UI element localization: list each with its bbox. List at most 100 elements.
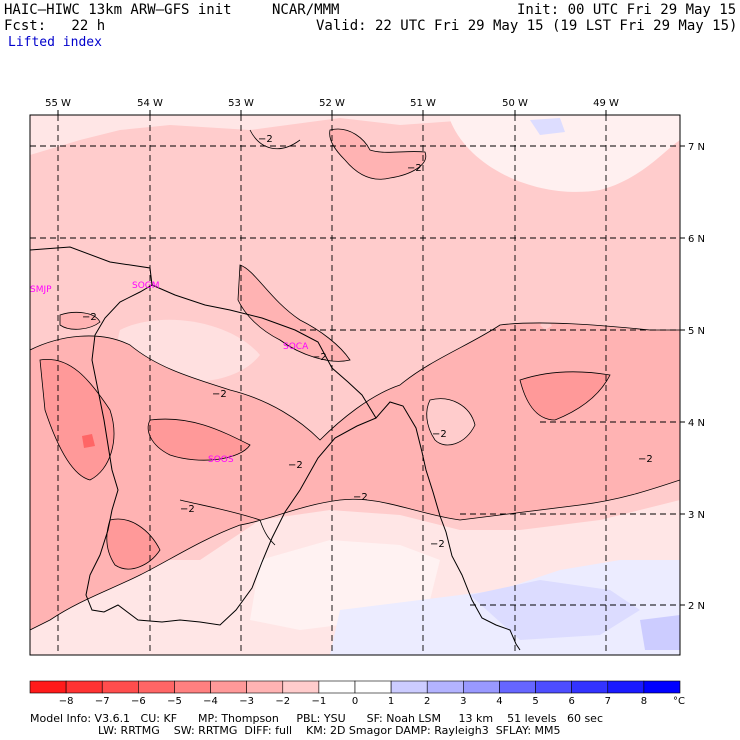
colorbar-swatch [138, 680, 175, 694]
colorbar-label: 0 [352, 696, 358, 707]
colorbar-swatch [210, 680, 247, 694]
graticule [30, 115, 680, 655]
country-border-suriname [30, 246, 377, 626]
li-region-minus3-east [520, 371, 610, 420]
contour-label: −2 [82, 312, 97, 323]
colorbar-swatch [643, 680, 681, 694]
station-labels: SMJP SOGM SOCA SOOS [30, 281, 309, 465]
colorbar-label: 2 [424, 696, 430, 707]
contour-minus3-central [147, 418, 251, 461]
colorbar-labels: −8 −7 −6 −5 −4 −3 −2 −1 0 1 2 3 4 5 6 7 8 [59, 696, 647, 707]
station-label: SOOS [208, 455, 234, 465]
colorbar-label: −8 [59, 696, 74, 707]
contour-label: −2 [638, 454, 653, 465]
station-label: SMJP [30, 285, 52, 295]
shaded-field [30, 115, 680, 655]
colorbar-label: 6 [568, 696, 574, 707]
country-border-french-guiana [151, 284, 521, 651]
colorbar-swatch [29, 680, 67, 694]
lon-label: 52 W [319, 98, 345, 109]
li-region-hole-small [540, 322, 552, 330]
contour-minus2-sw-lobe [179, 499, 276, 546]
lon-label: 50 W [502, 98, 528, 109]
lon-label: 49 W [593, 98, 619, 109]
contour-hole-east [426, 398, 476, 446]
li-region-minus2-west-small [60, 312, 100, 330]
lat-label: 3 N [688, 510, 705, 521]
colorbar-label: −6 [131, 696, 146, 707]
contour-label: −2 [288, 460, 303, 471]
colorbar-label: −5 [167, 696, 182, 707]
colorbar-swatch [535, 680, 572, 694]
colorbar-swatch [354, 680, 392, 694]
colorbar-label: −1 [312, 696, 327, 707]
li-region-positive-edge [640, 615, 680, 650]
contour-label: −2 [432, 429, 447, 440]
li-region-hole-east [426, 398, 475, 445]
lon-label: 53 W [228, 98, 254, 109]
valid-time: Valid: 22 UTC Fri 29 May 15 (19 LST Fri … [316, 18, 738, 34]
colorbar: −8 −7 −6 −5 −4 −3 −2 −1 0 1 2 3 4 5 6 7 8 °C [29, 680, 685, 707]
li-region-minus3-west [40, 359, 114, 480]
colorbar-swatch [246, 680, 284, 694]
colorbar-swatch [174, 680, 211, 694]
colorbar-swatch [101, 680, 139, 694]
colorbar-label: 3 [460, 696, 466, 707]
longitude-labels: 55 W 54 W 53 W 52 W 51 W 50 W 49 W [45, 98, 619, 109]
colorbar-swatches [29, 680, 681, 694]
li-region-minus2-band [30, 322, 680, 630]
contour-minus2-north [329, 128, 427, 180]
colorbar-label: 1 [388, 696, 394, 707]
li-region-positive-north [530, 118, 565, 135]
lon-label: 54 W [137, 98, 163, 109]
li-region-positive-core [470, 580, 640, 640]
station-label: SOGM [132, 281, 160, 291]
colorbar-label: −4 [203, 696, 218, 707]
map-frame [29, 114, 681, 656]
contour-minus2-west-small [59, 311, 101, 330]
colorbar-label: −7 [95, 696, 110, 707]
model-info-line-1: Model Info: V3.6.1 CU: KF MP: Thompson P… [30, 712, 603, 725]
colorbar-swatch [571, 680, 609, 694]
li-region-minus3-central [148, 419, 250, 461]
li-region-light-north [30, 115, 680, 155]
contour-label: −2 [312, 352, 327, 363]
field-name: Lifted index [8, 35, 102, 50]
contour-minus3-east [519, 371, 611, 421]
init-time: Init: 00 UTC Fri 29 May 15 [517, 2, 737, 18]
center-label: NCAR/MMM [272, 2, 340, 18]
li-region-minus2-north [329, 129, 426, 180]
colorbar-swatch [390, 680, 428, 694]
colorbar-label: 4 [496, 696, 502, 707]
contour-label: −2 [407, 163, 422, 174]
colorbar-label: −2 [275, 696, 290, 707]
li-region-minus3-sw [106, 519, 160, 570]
colorbar-label: 5 [532, 696, 538, 707]
contour-minus3-sw [106, 518, 161, 570]
li-region-light-ne [450, 115, 680, 192]
boundaries [30, 246, 521, 651]
colorbar-swatch [282, 680, 320, 694]
model-title: HAIC–HIWC 13km ARW–GFS init [4, 2, 232, 18]
colorbar-swatch [499, 680, 536, 694]
latitude-labels: 7 N 6 N 5 N 4 N 3 N 2 N [688, 142, 705, 612]
lat-label: 2 N [688, 601, 705, 612]
contour-minus2-ridge [237, 264, 351, 362]
station-label: SOCA [283, 342, 309, 352]
lon-label: 51 W [410, 98, 436, 109]
tick-marks [57, 110, 685, 606]
lon-label: 55 W [45, 98, 71, 109]
forecast-hour: Fcst: 22 h [4, 18, 106, 34]
colorbar-swatch [463, 680, 500, 694]
contour-label: −2 [212, 389, 227, 400]
contour-minus2-north-edge [30, 322, 680, 441]
lat-label: 6 N [688, 234, 705, 245]
model-info-line-2: LW: RRTMG SW: RRTMG DIFF: full KM: 2D Sm… [98, 724, 561, 737]
colorbar-unit: °C [673, 696, 685, 707]
colorbar-swatch [426, 680, 464, 694]
contour-value-labels: −2 −2 −2 −2 −2 −2 −2 −2 −2 −2 −2 [82, 134, 653, 550]
contours [30, 128, 680, 631]
contour-label: −2 [180, 504, 195, 515]
contour-minus2-nw [249, 129, 301, 149]
